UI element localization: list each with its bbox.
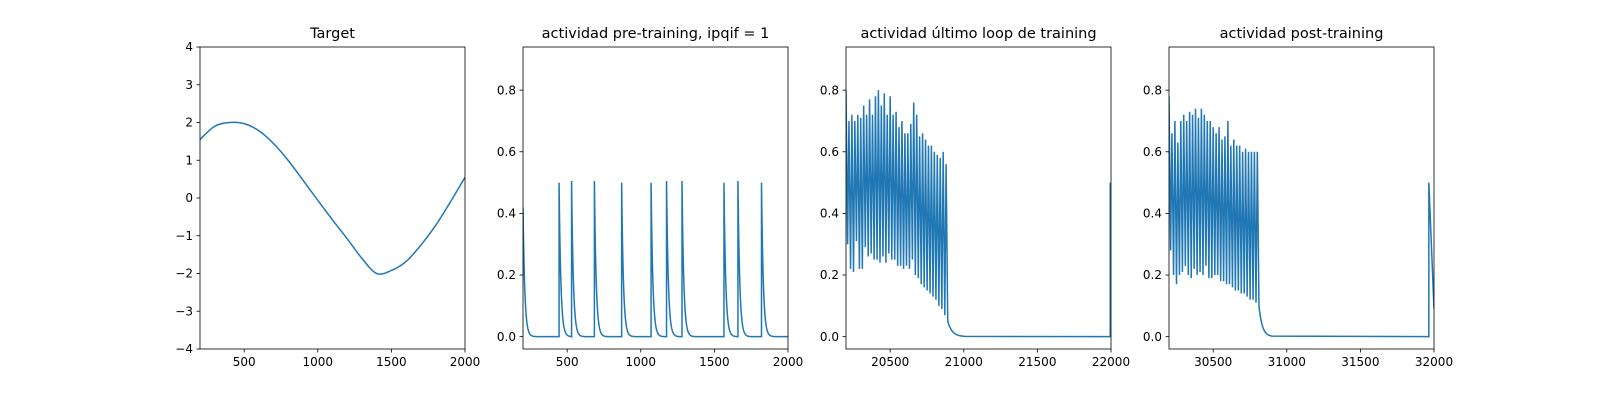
y-tick-label: 0.0	[497, 330, 516, 344]
series-line	[1169, 96, 1434, 338]
chart-panel-3: 20500 21000 21500 22000 0.0 0.2 0.4 0.6 0.8 activ…	[820, 26, 1130, 369]
series-line	[523, 181, 788, 339]
y-tick-label: 3	[185, 78, 193, 92]
axes-frame	[1168, 46, 1435, 350]
axes-frame	[845, 46, 1112, 350]
series-line	[200, 121, 465, 275]
chart-title: actividad post-training	[1220, 26, 1384, 42]
x-tick-label: 22000	[1092, 355, 1130, 369]
y-tick-label: 0.0	[820, 330, 839, 344]
y-tick-label: −2	[175, 267, 193, 281]
y-tick-label: 0	[185, 191, 193, 205]
y-tick-label: 0.8	[820, 83, 839, 97]
x-tick-label: 21000	[945, 355, 983, 369]
x-tick-label: 31000	[1268, 355, 1306, 369]
y-tick-label: 0.8	[497, 83, 516, 97]
x-tick-label: 500	[556, 355, 579, 369]
y-tick-label: 0.4	[820, 207, 839, 221]
y-tick-label: 0.6	[497, 145, 516, 159]
x-tick-label: 1500	[699, 355, 730, 369]
x-tick-label: 21500	[1018, 355, 1056, 369]
x-tick-label: 1500	[376, 355, 407, 369]
y-tick-label: 0.6	[820, 145, 839, 159]
x-tick-label: 2000	[773, 355, 804, 369]
chart-title: Target	[309, 26, 355, 42]
y-tick-label: 0.2	[820, 268, 839, 282]
y-tick-label: 2	[185, 116, 193, 130]
chart-panel-1: 500 1000 1500 2000 −4 −3 −2 −1 0 1 2 3 4 Target	[175, 26, 480, 369]
x-tick-label: 1000	[626, 355, 657, 369]
x-tick-label: 2000	[450, 355, 481, 369]
y-tick-label: 0.0	[1143, 330, 1162, 344]
x-tick-label: 500	[233, 355, 256, 369]
y-tick-label: −3	[175, 304, 193, 318]
y-tick-label: 0.4	[497, 207, 516, 221]
chart-panel-2: 500 1000 1500 2000 0.0 0.2 0.4 0.6 0.8 actividad …	[497, 26, 803, 369]
y-tick-label: −1	[175, 229, 193, 243]
y-tick-label: −4	[175, 342, 193, 356]
axes-frame	[522, 46, 789, 350]
chart-panel-4: 30500 31000 31500 32000 0.0 0.2 0.4 0.6 0.8 activ…	[1143, 26, 1453, 369]
x-tick-label: 1000	[303, 355, 334, 369]
y-tick-label: 4	[185, 40, 193, 54]
chart-title: actividad pre-training, ipqif = 1	[542, 26, 770, 42]
y-tick-label: 1	[185, 153, 193, 167]
y-tick-label: 0.8	[1143, 83, 1162, 97]
x-tick-label: 30500	[1194, 355, 1232, 369]
y-tick-label: 0.2	[1143, 268, 1162, 282]
y-tick-label: 0.6	[1143, 145, 1162, 159]
x-tick-label: 31500	[1341, 355, 1379, 369]
x-tick-label: 20500	[871, 355, 909, 369]
y-tick-label: 0.2	[497, 268, 516, 282]
series-line	[846, 90, 1111, 338]
y-tick-label: 0.4	[1143, 207, 1162, 221]
x-tick-label: 32000	[1415, 355, 1453, 369]
chart-title: actividad último loop de training	[860, 26, 1096, 42]
